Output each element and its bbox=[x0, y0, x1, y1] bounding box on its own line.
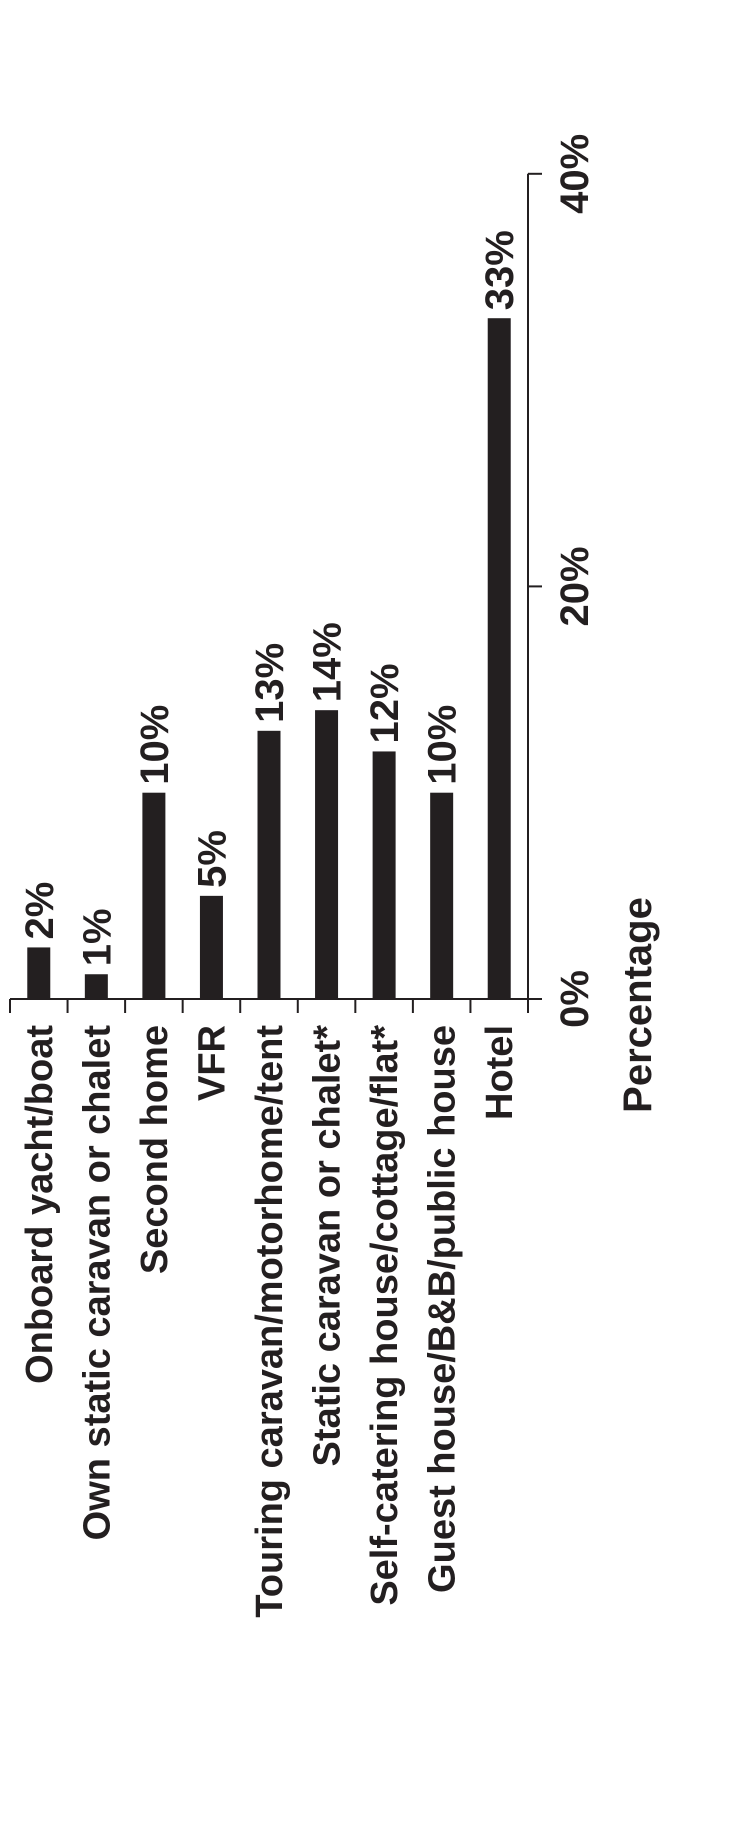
bar bbox=[372, 751, 396, 999]
value-labels: 2% 1% 10% 5% 13% 14% 12% 10% 33% bbox=[18, 230, 522, 966]
bar bbox=[27, 947, 51, 999]
bar bbox=[142, 792, 166, 999]
bar bbox=[199, 895, 223, 999]
value-tick-label: 20% bbox=[553, 546, 597, 626]
category-label: Hotel bbox=[479, 1025, 521, 1120]
category-label: Static caravan or chalet* bbox=[307, 1025, 349, 1467]
bar bbox=[430, 792, 454, 999]
category-label: Guest house/B&B/public house bbox=[422, 1025, 464, 1593]
value-label: 5% bbox=[190, 830, 234, 888]
bar bbox=[257, 730, 281, 999]
value-tick-label: 40% bbox=[553, 134, 597, 214]
value-label: 10% bbox=[421, 705, 465, 785]
category-label: Self-catering house/cottage/flat* bbox=[364, 1025, 406, 1606]
bar bbox=[84, 974, 108, 999]
bar bbox=[315, 710, 339, 999]
value-tick-label: 0% bbox=[553, 970, 597, 1028]
value-label: 1% bbox=[75, 908, 119, 966]
category-label: Own static caravan or chalet bbox=[76, 1025, 118, 1541]
bars bbox=[27, 318, 511, 999]
category-label: Second home bbox=[134, 1025, 176, 1274]
value-label: 12% bbox=[363, 663, 407, 743]
category-label: Onboard yacht/boat bbox=[19, 1025, 61, 1384]
bar bbox=[487, 318, 511, 999]
value-label: 13% bbox=[248, 643, 292, 723]
category-label: VFR bbox=[191, 1025, 233, 1101]
chart-rotated-group: Percentage 2% 1% 10% 5% 13% 14% 12% 10% 33% Onbo… bbox=[9, 134, 660, 1618]
y-ticks: 0% 20% 40% bbox=[528, 134, 597, 1028]
value-label: 33% bbox=[478, 230, 522, 310]
category-labels: Onboard yacht/boat Own static caravan or … bbox=[19, 1025, 521, 1618]
value-label: 2% bbox=[18, 882, 62, 940]
category-label: Touring caravan/motorhome/tent bbox=[249, 1025, 291, 1618]
value-label: 10% bbox=[133, 705, 177, 785]
value-label: 14% bbox=[306, 622, 350, 702]
y-axis-title: Percentage bbox=[616, 897, 660, 1113]
